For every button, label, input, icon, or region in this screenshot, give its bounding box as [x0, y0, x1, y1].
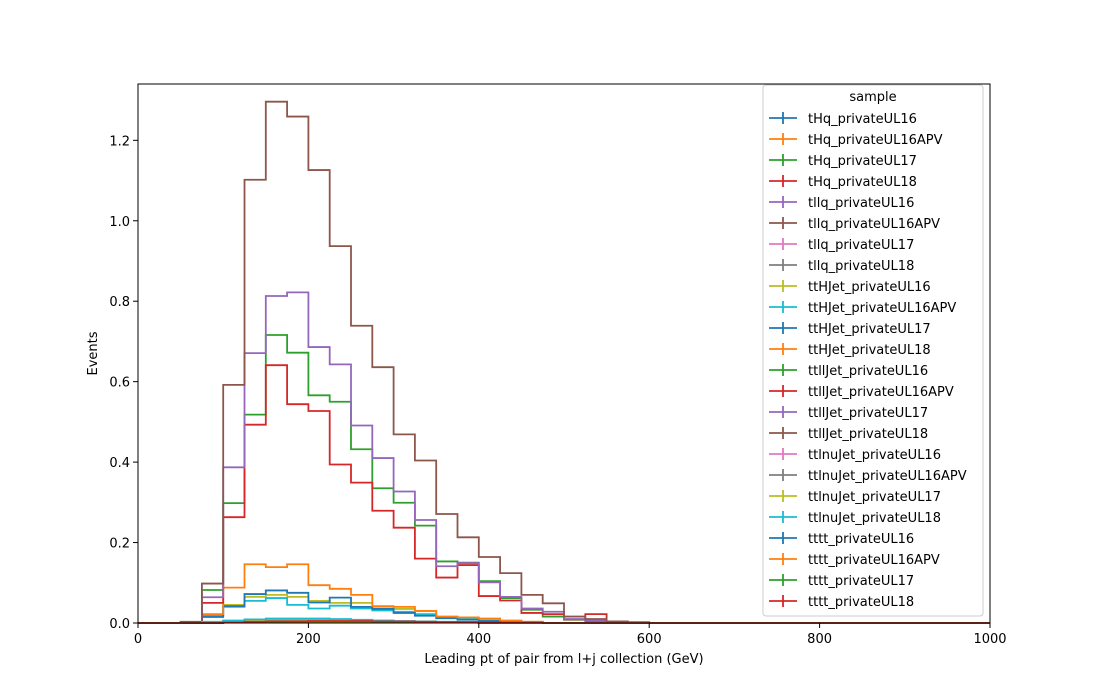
legend-box [762, 84, 984, 617]
legend-label: tttt_privateUL16APV [808, 553, 940, 568]
legend-entry: tttt_privateUL17 [769, 574, 914, 589]
y-tick-label: 0.8 [109, 295, 130, 310]
legend-label: ttHJet_privateUL16 [808, 280, 931, 295]
legend-entry: ttllJet_privateUL16 [769, 364, 928, 379]
legend-entry: tHq_privateUL18 [769, 175, 917, 190]
legend-label: ttHJet_privateUL16APV [808, 301, 956, 316]
legend-label: tttt_privateUL17 [808, 574, 914, 589]
y-tick-label: 0.0 [109, 617, 130, 632]
legend-title: sample [849, 90, 896, 105]
x-tick-label: 200 [296, 632, 321, 647]
axes-layer: 0 200 400 600 800 1000 0.0 0.2 0.4 0.6 0.8 1.0 1.2 [109, 83, 1007, 647]
legend-entry: tllq_privateUL16APV [769, 217, 940, 232]
legend-entry: ttlnuJet_privateUL16APV [769, 469, 967, 484]
legend-entry: tllq_privateUL17 [769, 238, 914, 253]
x-tick-label: 1000 [973, 632, 1006, 647]
x-tick-label: 0 [134, 632, 142, 647]
legend-entry: ttlnuJet_privateUL17 [769, 490, 941, 505]
legend-entry: ttHJet_privateUL16 [769, 280, 931, 295]
y-tick-label: 0.2 [109, 537, 130, 552]
legend-entry: tttt_privateUL16APV [769, 553, 940, 568]
legend-label: tHq_privateUL17 [808, 154, 917, 169]
legend-label: tttt_privateUL16 [808, 532, 914, 547]
legend-label: ttllJet_privateUL16 [808, 364, 928, 379]
legend-label: tllq_privateUL17 [808, 238, 914, 253]
legend-label: tttt_privateUL18 [808, 595, 914, 610]
legend-entry: ttHJet_privateUL17 [769, 322, 931, 337]
legend-entry: tHq_privateUL16APV [769, 133, 943, 148]
legend-label: tHq_privateUL18 [808, 175, 917, 190]
legend-entry: ttHJet_privateUL18 [769, 343, 931, 358]
legend-label: ttllJet_privateUL16APV [808, 385, 954, 400]
legend-entry: tllq_privateUL16 [769, 196, 914, 211]
legend-entry: ttHJet_privateUL16APV [769, 301, 956, 316]
legend-label: tllq_privateUL18 [808, 259, 914, 274]
legend-label: ttHJet_privateUL18 [808, 343, 931, 358]
legend-entry: tllq_privateUL18 [769, 259, 914, 274]
legend-label: tllq_privateUL16APV [808, 217, 940, 232]
y-tick-label: 1.2 [109, 134, 130, 149]
x-tick-label: 400 [466, 632, 491, 647]
legend-entry: tttt_privateUL18 [769, 595, 914, 610]
y-tick-label: 0.4 [109, 456, 130, 471]
y-tick-label: 1.0 [109, 215, 130, 230]
legend-label: tllq_privateUL16 [808, 196, 914, 211]
legend-label: ttllJet_privateUL17 [808, 406, 928, 421]
legend-label: ttlnuJet_privateUL18 [808, 511, 941, 526]
legend-entry: ttllJet_privateUL16APV [769, 385, 954, 400]
legend-entry: ttllJet_privateUL17 [769, 406, 928, 421]
x-tick-label: 800 [807, 632, 832, 647]
plot-frame [137, 83, 991, 624]
legend-label: ttlnuJet_privateUL16 [808, 448, 941, 463]
legend: sample tHq_privateUL16 tHq_privateUL16APVt… [762, 84, 984, 617]
legend-entry: tttt_privateUL16 [769, 532, 914, 547]
legend-entry: ttlnuJet_privateUL16 [769, 448, 941, 463]
legend-label: ttHJet_privateUL17 [808, 322, 931, 337]
legend-entry: ttllJet_privateUL18 [769, 427, 928, 442]
x-axis-label: Leading pt of pair from l+j collection (… [424, 652, 703, 667]
x-tick-label: 600 [637, 632, 662, 647]
legend-entry: tHq_privateUL16 [769, 112, 917, 127]
legend-label: ttllJet_privateUL18 [808, 427, 928, 442]
legend-entry: ttlnuJet_privateUL18 [769, 511, 941, 526]
y-axis-label: Events [86, 331, 101, 375]
legend-entry: tHq_privateUL17 [769, 154, 917, 169]
legend-label: tHq_privateUL16 [808, 112, 917, 127]
legend-label: tHq_privateUL16APV [808, 133, 943, 148]
y-tick-label: 0.6 [109, 376, 130, 391]
legend-label: ttlnuJet_privateUL17 [808, 490, 941, 505]
legend-label: ttlnuJet_privateUL16APV [808, 469, 967, 484]
